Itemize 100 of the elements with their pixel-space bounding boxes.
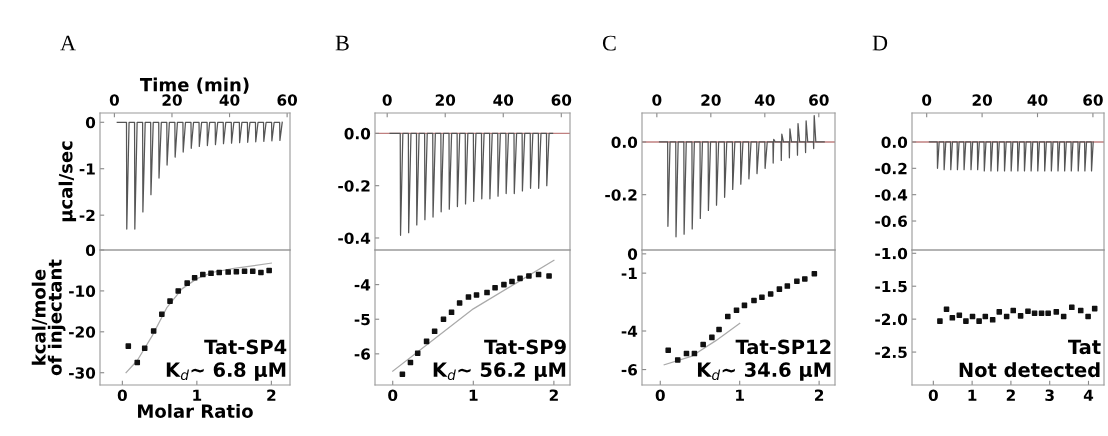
point xyxy=(208,270,214,277)
point xyxy=(509,278,515,285)
point xyxy=(258,269,264,276)
point xyxy=(751,297,757,304)
point xyxy=(767,291,774,297)
point xyxy=(700,341,706,348)
point xyxy=(802,276,808,282)
annotation: Tat-SP12 xyxy=(735,339,831,355)
annotation: Not detected xyxy=(959,362,1100,378)
point xyxy=(709,334,715,341)
point xyxy=(414,350,421,356)
x-tick-label: 20 xyxy=(972,94,992,106)
y-tick-label: 0.0 xyxy=(344,127,371,140)
x-axis-title: Time (min) xyxy=(139,77,249,94)
point xyxy=(1010,307,1017,314)
point xyxy=(225,269,231,275)
annotation: Tat xyxy=(1068,339,1101,355)
point xyxy=(150,328,157,334)
y-tick-label: -5 xyxy=(354,313,370,326)
chart-title: B xyxy=(335,35,349,51)
point xyxy=(465,294,472,300)
x-tick-label: 20 xyxy=(162,94,182,106)
y-tick-label: 0 xyxy=(85,116,96,129)
y-tick-label: -2 xyxy=(79,209,95,221)
point xyxy=(949,315,956,321)
point xyxy=(943,306,950,313)
y-tick-label: -6 xyxy=(354,348,371,360)
point xyxy=(125,343,132,349)
point xyxy=(141,345,148,351)
point xyxy=(399,371,406,378)
y-tick-label: -1.5 xyxy=(875,280,907,293)
point xyxy=(440,316,447,323)
point xyxy=(1017,313,1024,319)
point xyxy=(989,317,996,323)
point xyxy=(501,281,507,288)
x-tick-label: 0 xyxy=(928,389,938,401)
y-tick-label: -0.2 xyxy=(605,189,637,201)
point xyxy=(674,357,681,363)
y-tick-label: -4 xyxy=(621,325,638,337)
x-tick-label: 1 xyxy=(736,389,744,401)
point xyxy=(937,318,943,324)
point xyxy=(724,313,731,320)
point xyxy=(996,309,1003,315)
point xyxy=(266,267,272,274)
point xyxy=(665,347,671,354)
point xyxy=(216,269,222,276)
point xyxy=(159,311,165,318)
x-tick-label: 60 xyxy=(809,94,829,106)
point xyxy=(776,286,783,292)
annotation: K$_{d}$~ 6.8 µM xyxy=(166,362,286,381)
y-tick-label: -2.0 xyxy=(875,313,908,326)
y-tick-label: 0.0 xyxy=(611,136,638,148)
point xyxy=(1038,310,1045,316)
y-tick-label: -0.2 xyxy=(875,162,907,175)
y-tick-label: -1.0 xyxy=(875,247,908,260)
point xyxy=(716,326,722,333)
chart-title: C xyxy=(602,35,616,51)
point xyxy=(526,273,532,279)
line-series xyxy=(389,132,554,236)
x-tick-label: 60 xyxy=(1083,94,1103,106)
point xyxy=(546,273,552,279)
point xyxy=(1025,308,1031,315)
chart-title: D xyxy=(872,35,888,51)
x-axis-title: Molar Ratio xyxy=(138,403,253,418)
x-tick-label: 1 xyxy=(968,389,977,401)
annotation: Tat-SP9 xyxy=(484,339,566,355)
y-tick-label: 0.0 xyxy=(881,136,908,148)
x-tick-label: 1 xyxy=(469,389,478,401)
y-tick-label: 0 xyxy=(627,248,638,260)
point xyxy=(963,318,969,324)
y-tick-label: -10 xyxy=(69,285,96,297)
y-tick-label: -0.4 xyxy=(875,189,908,201)
point xyxy=(1069,304,1075,311)
y-tick-label: -0.6 xyxy=(875,215,908,228)
x-tick-label: 2 xyxy=(267,389,276,401)
point xyxy=(517,275,523,282)
x-tick-label: 40 xyxy=(754,94,775,106)
y-axis-title: µcal/sec xyxy=(58,141,77,222)
x-tick-label: 0 xyxy=(382,94,392,106)
y-tick-label: -30 xyxy=(69,367,96,379)
annotation: Tat-SP4 xyxy=(204,339,287,355)
x-tick-label: 0 xyxy=(109,94,119,106)
y-tick-label: -4 xyxy=(354,279,371,291)
point xyxy=(456,300,463,306)
x-tick-label: 0 xyxy=(652,94,662,106)
point xyxy=(976,318,982,324)
x-tick-label: 20 xyxy=(435,94,456,106)
line-series xyxy=(658,115,825,238)
point xyxy=(484,289,490,296)
line-series xyxy=(928,141,1094,172)
point xyxy=(1031,310,1038,316)
y-tick-label: -6 xyxy=(621,364,638,376)
point xyxy=(184,280,190,286)
x-tick-label: 40 xyxy=(219,94,240,106)
annotation: K$_{d}$~ 56.2 µM xyxy=(433,362,566,381)
chart-title: A xyxy=(60,35,76,51)
point xyxy=(473,292,480,298)
point xyxy=(759,294,765,301)
x-tick-label: 0 xyxy=(388,389,398,401)
point xyxy=(175,288,182,294)
